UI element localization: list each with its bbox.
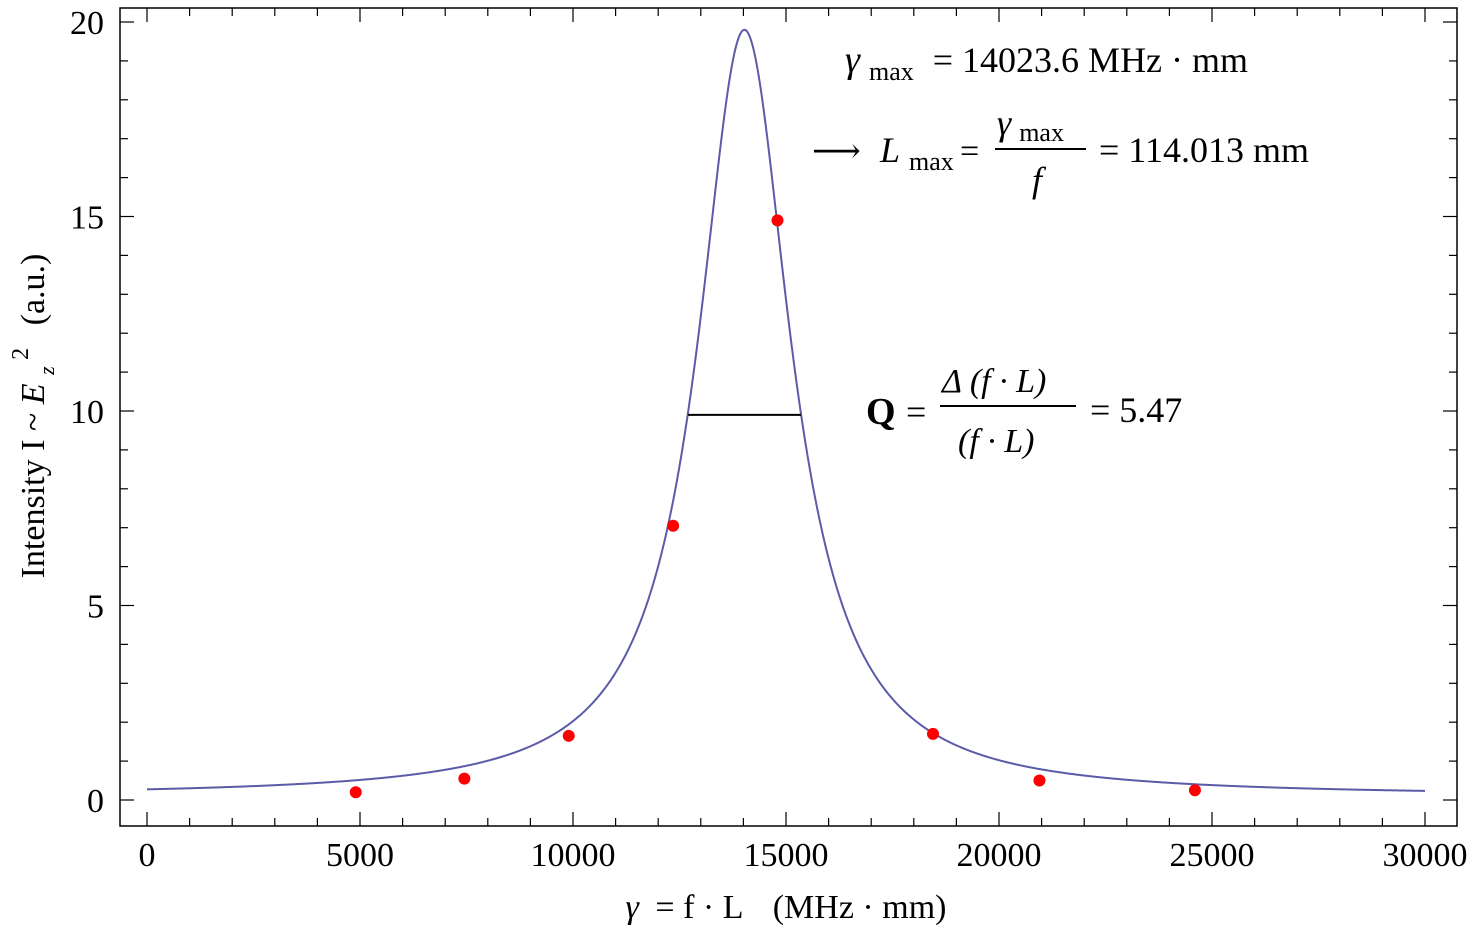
lorentzian-fit-curve [146, 28, 1426, 792]
data-point [349, 786, 362, 799]
y-axis-label: Intensity I ~ E z 2 (a.u.) [0, 254, 62, 579]
data-point [1033, 774, 1046, 787]
data-point [771, 214, 784, 227]
x-tick-label: 10000 [531, 837, 616, 874]
y-tick-labels: 0 5 10 15 20 [70, 5, 104, 820]
q-symbol: Q [866, 391, 896, 433]
l-max-symbol: L max [879, 130, 954, 176]
data-points [349, 214, 1201, 799]
x-tick-labels: 0 5000 10000 15000 20000 25000 30000 [139, 837, 1468, 874]
data-point [458, 772, 471, 785]
x-tick-label: 30000 [1383, 837, 1468, 874]
x-tick-label: 25000 [1170, 837, 1255, 874]
q-annotation: Q = Δ (f · L) (f · L) = 5.47 [866, 363, 1182, 460]
x-tick-label: 15000 [744, 837, 829, 874]
y-tick-label: 10 [70, 394, 104, 431]
x-axis-label: γ = f · L (MHz · mm) [626, 889, 947, 926]
l-max-arrow: ⟶ [812, 133, 861, 170]
q-numerator: Δ (f · L) [940, 363, 1046, 400]
x-tick-label: 0 [139, 837, 156, 874]
gamma-max-annotation: γ max = 14023.6 MHz · mm [845, 39, 1248, 88]
data-point [926, 727, 939, 740]
y-tick-label: 20 [70, 5, 104, 42]
l-max-denominator: f [1032, 160, 1047, 200]
l-max-annotation: ⟶ L max = γ max f = 114.013 mm [812, 103, 1309, 200]
axis-ticks [120, 8, 1457, 826]
q-equals: = [906, 392, 926, 432]
y-tick-label: 15 [70, 200, 104, 237]
q-denominator: (f · L) [958, 423, 1035, 460]
y-tick-label: 5 [87, 589, 104, 626]
l-max-result: = 114.013 mm [1099, 130, 1309, 170]
l-max-equals: = [960, 133, 979, 170]
q-result: = 5.47 [1090, 390, 1182, 430]
data-point [562, 729, 575, 742]
l-max-numerator: γ max [997, 103, 1064, 147]
data-point [1188, 784, 1201, 797]
plot-frame [119, 7, 1458, 827]
x-tick-label: 20000 [957, 837, 1042, 874]
data-point [667, 519, 680, 532]
y-tick-label: 0 [87, 783, 104, 820]
x-tick-label: 5000 [326, 837, 394, 874]
